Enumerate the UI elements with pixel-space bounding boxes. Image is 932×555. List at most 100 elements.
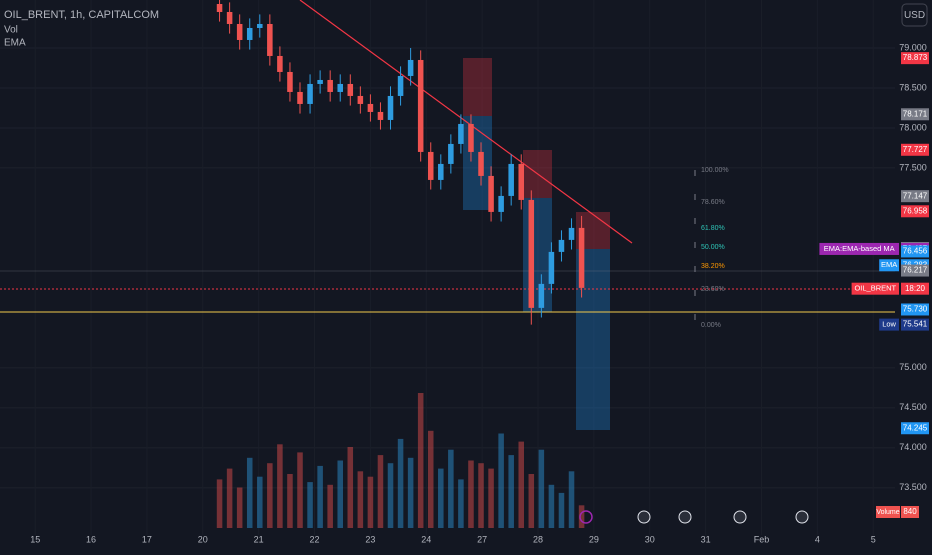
candle-body [427, 151, 434, 180]
price-label: 75.541 [903, 320, 928, 329]
candle-body [377, 111, 384, 120]
volume-bar [538, 449, 545, 528]
indicator-label: EMA [4, 38, 26, 49]
volume-bar [367, 476, 374, 528]
currency-button[interactable] [901, 3, 928, 27]
event-icon[interactable] [733, 510, 747, 524]
price-label: 78.873 [903, 53, 928, 62]
candle-body [548, 251, 555, 284]
price-label: 76.958 [903, 206, 928, 215]
candle-body [417, 59, 424, 152]
volume-bar [246, 457, 253, 528]
candle-body [468, 123, 474, 152]
candle-body [448, 143, 454, 164]
volume-bar [407, 457, 414, 528]
price-label-bg [901, 282, 929, 295]
candle-body [257, 23, 263, 28]
candle-body [538, 283, 545, 308]
y-tick-label: 78.000 [899, 122, 927, 132]
volume-bar [287, 474, 293, 528]
candle-body [407, 59, 414, 76]
volume-bar [558, 492, 565, 528]
x-tick-label: 23 [365, 534, 375, 544]
price-label-bg [901, 143, 929, 156]
volume-bar [297, 452, 303, 528]
volume-bar [257, 476, 263, 528]
y-tick-label: 73.500 [899, 482, 927, 492]
candle-body [287, 71, 293, 92]
event-icon[interactable] [579, 510, 593, 524]
price-label-bg [901, 205, 929, 218]
volume-bar [337, 460, 343, 528]
candle-body [216, 3, 223, 12]
price-tag: EMA [881, 260, 897, 269]
candle-body [578, 227, 585, 288]
price-label: 77.147 [903, 191, 928, 200]
price-tag: OIL_BRENT [854, 284, 896, 293]
x-tick-label: 4 [815, 534, 820, 544]
x-tick-label: 15 [30, 534, 40, 544]
volume-bar [427, 430, 434, 528]
volume-bar [578, 505, 585, 528]
volume-bar [568, 471, 575, 528]
volume-bar [307, 482, 313, 528]
volume-bar [357, 471, 364, 528]
price-label: 18:20 [905, 284, 926, 293]
volume-bar [528, 474, 535, 528]
event-icon[interactable] [795, 510, 809, 524]
volume-bar [478, 463, 484, 528]
volume-bar [438, 468, 444, 528]
volume-bar [417, 393, 424, 528]
volume-bar [498, 433, 504, 528]
y-tick-label: 78.500 [899, 82, 927, 92]
volume-bar [488, 468, 494, 528]
price-label-bg [901, 264, 929, 277]
x-tick-label: 27 [477, 534, 487, 544]
candle-body [337, 83, 343, 92]
candle-body [508, 163, 514, 196]
volume-bar [448, 449, 454, 528]
candle-body [478, 151, 484, 176]
volume-value: 840 [903, 507, 917, 516]
volume-value-bg [901, 506, 919, 518]
price-label: 75.730 [903, 305, 928, 314]
candle-body [558, 239, 565, 252]
candle-body [568, 227, 575, 240]
event-icon[interactable] [678, 510, 692, 524]
price-label: 74.245 [903, 423, 928, 432]
candle-body [387, 95, 394, 120]
indicator-label: Vol [4, 25, 18, 36]
stop-box [463, 58, 492, 116]
volume-bar [458, 479, 464, 528]
fib-label: 0.00% [701, 322, 721, 329]
volume-bars [216, 393, 585, 528]
grid [0, 47, 895, 489]
x-tick-label: 17 [142, 534, 152, 544]
target-box [463, 116, 492, 210]
candle-body [458, 123, 464, 144]
x-tick-label: 28 [533, 534, 543, 544]
price-tag-bg [879, 318, 899, 331]
candle-body [498, 195, 504, 212]
x-tick-label: 30 [645, 534, 655, 544]
price-label: 76.456 [903, 247, 928, 256]
x-tick-label: 31 [701, 534, 711, 544]
candle-body [327, 79, 333, 92]
volume-bar [508, 455, 514, 528]
candle-body [397, 75, 404, 96]
price-label: 77.727 [903, 145, 928, 154]
candles [216, 0, 585, 325]
volume-bar [216, 479, 223, 528]
volume-bar [548, 484, 555, 528]
x-tick-label: 20 [198, 534, 208, 544]
x-tick-label: 22 [310, 534, 320, 544]
volume-bar [468, 460, 474, 528]
candle-body [357, 95, 364, 104]
event-icon[interactable] [637, 510, 651, 524]
currency-label[interactable]: USD [904, 10, 925, 21]
volume-bar [347, 447, 354, 528]
fib-labels: 100.00% 78.60% 61.80% 50.00% 38.20% 23.60% 0.0… [701, 167, 729, 329]
fib-label: 38.20% [701, 263, 725, 270]
